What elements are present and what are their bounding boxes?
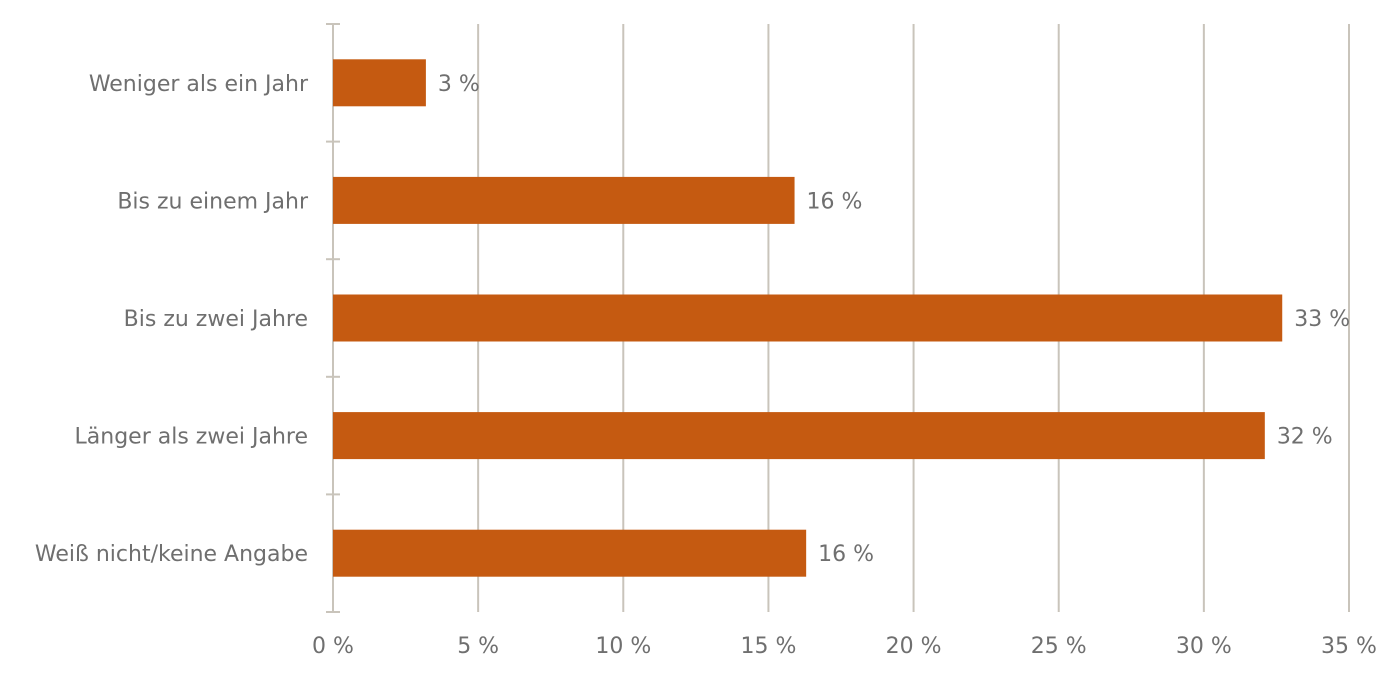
x-tick-label: 10 % [595,634,651,659]
value-label: 16 % [807,189,863,214]
labels: 0 % 5 % 10 % 15 % 20 % 25 % 30 % 35 % Weniger al… [35,72,1377,659]
x-tick-label: 35 % [1321,634,1377,659]
category-label: Bis zu einem Jahr [117,189,309,214]
category-label: Bis zu zwei Jahre [124,307,308,332]
bar [333,59,426,107]
x-tick-label: 15 % [740,634,796,659]
category-label: Weniger als ein Jahr [89,72,309,97]
category-label: Länger als zwei Jahre [75,425,308,450]
bar [333,294,1283,342]
x-tick-label: 5 % [457,634,499,659]
x-tick-label: 0 % [312,634,354,659]
value-label: 3 % [438,72,480,97]
x-tick-label: 30 % [1176,634,1232,659]
x-tick-label: 25 % [1031,634,1087,659]
value-label: 32 % [1277,425,1333,450]
bar [333,412,1265,460]
category-label: Weiß nicht/keine Angabe [35,542,308,567]
bar [333,529,807,577]
value-label: 33 % [1294,307,1350,332]
bars [333,59,1283,577]
x-tick-label: 20 % [886,634,942,659]
bar [333,176,795,224]
value-label: 16 % [818,542,874,567]
